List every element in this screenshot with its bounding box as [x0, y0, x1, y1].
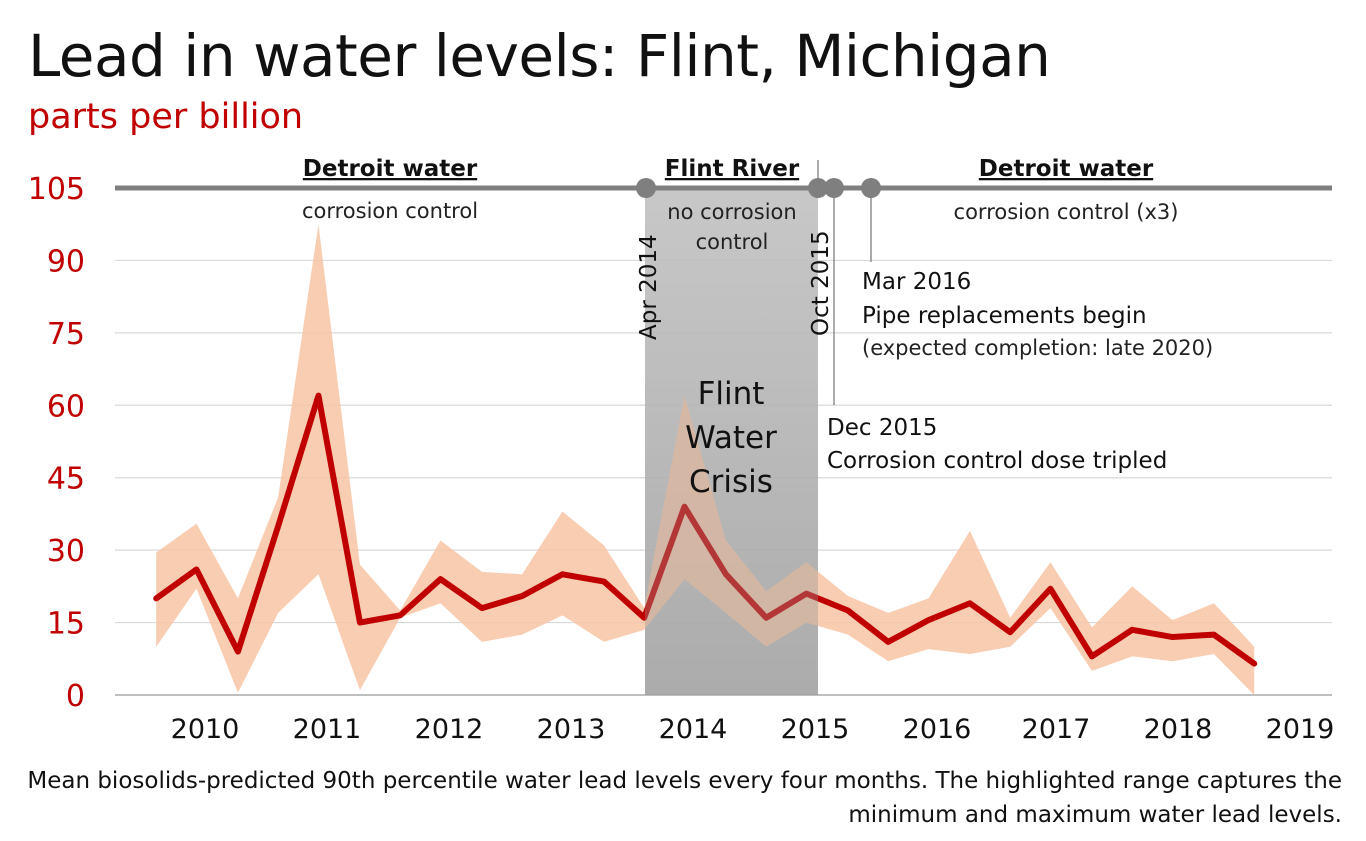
event-note-mar-2016-line2: Pipe replacements begin [862, 303, 1147, 329]
x-tick-label: 2019 [1266, 714, 1335, 745]
segment-label-detroit-1: Detroit water [303, 156, 478, 182]
y-tick-label: 60 [47, 389, 85, 424]
range-band [156, 224, 1255, 695]
event-note-dec-2015-line2: Corrosion control dose tripled [827, 448, 1167, 474]
segment-note-flint-river-line1: no corrosion [667, 200, 796, 224]
min-max-band [156, 224, 1255, 695]
segment-note-flint-river-line2: control [696, 230, 769, 254]
x-tick-label: 2010 [171, 714, 240, 745]
crisis-overlay [645, 188, 818, 695]
x-tick-label: 2011 [293, 714, 362, 745]
x-tick-label: 2017 [1022, 714, 1091, 745]
segment-label-flint-river: Flint River [665, 156, 800, 182]
event-dot-mar-2016 [861, 178, 881, 198]
y-tick-label: 30 [47, 534, 85, 569]
crisis-label-line1: Flint [698, 376, 765, 412]
event-dot-oct-2015 [808, 178, 828, 198]
y-tick-label: 15 [47, 607, 85, 642]
segment-note-detroit-1: corrosion control [302, 199, 478, 223]
x-tick-label: 2015 [781, 714, 850, 745]
mean-line [153, 188, 1258, 695]
chart-title: Lead in water levels: Flint, Michigan [28, 22, 1051, 90]
event-dot-dec-2015 [824, 178, 844, 198]
y-tick-label: 45 [47, 462, 85, 497]
x-tick-label: 2014 [659, 714, 728, 745]
mean-lead-line [153, 392, 1258, 667]
event-dot-apr-2014 [636, 178, 656, 198]
y-tick-label: 0 [66, 679, 85, 714]
y-tick-label: 75 [47, 317, 85, 352]
x-tick-label: 2013 [537, 714, 606, 745]
figure-caption: Mean biosolids-predicted 90th percentile… [27, 768, 1342, 828]
segment-note-detroit-2: corrosion control (x3) [954, 200, 1179, 224]
x-tick-label: 2012 [415, 714, 484, 745]
crisis-label-line3: Crisis [689, 464, 773, 500]
event-label-apr-2014: Apr 2014 [636, 234, 662, 340]
y-tick-label: 105 [28, 172, 85, 207]
x-tick-label: 2016 [903, 714, 972, 745]
x-axis-ticks: 2010 2011 2012 2013 2014 2015 2016 2017 2018 2019 [171, 714, 1335, 745]
x-tick-label: 2018 [1144, 714, 1213, 745]
crisis-label-line2: Water [685, 420, 777, 456]
event-note-mar-2016-line1: Mar 2016 [862, 269, 971, 295]
event-label-oct-2015: Oct 2015 [808, 230, 834, 336]
event-note-mar-2016-line3: (expected completion: late 2020) [862, 336, 1213, 360]
segment-label-detroit-2: Detroit water [979, 156, 1154, 182]
y-axis-ticks: 0 15 30 45 60 75 90 105 [28, 172, 85, 714]
event-note-dec-2015-line1: Dec 2015 [827, 415, 937, 441]
timeline [115, 160, 1332, 405]
chart-subtitle: parts per billion [28, 97, 304, 137]
y-tick-label: 90 [47, 244, 85, 279]
